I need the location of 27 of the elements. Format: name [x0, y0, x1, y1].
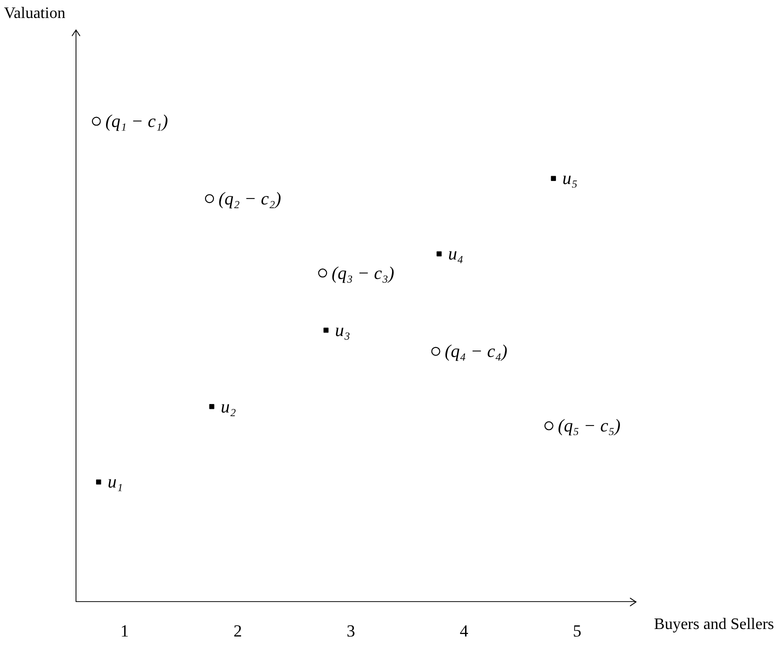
- annotation: (q₁ − c₁): [105, 111, 168, 131]
- annotation: u₃: [335, 320, 350, 340]
- x-tick-label: 3: [346, 621, 356, 640]
- annotation: u₂: [220, 396, 236, 416]
- annotation: (q₅ − c₅): [558, 416, 621, 436]
- x-tick-label: 5: [572, 621, 582, 640]
- x-tick-label: 2: [234, 621, 242, 640]
- point: [318, 268, 328, 278]
- annotation: u₄: [448, 244, 464, 264]
- point: [324, 328, 329, 333]
- point: [209, 404, 214, 410]
- point: [431, 346, 440, 356]
- point: [550, 176, 556, 181]
- x-axis-title: Buyers and Sellers: [654, 616, 774, 633]
- point: [96, 479, 102, 485]
- point: [92, 116, 101, 126]
- annotation: (q₄ − c₄): [444, 341, 508, 362]
- point: [544, 421, 554, 430]
- point: [436, 251, 442, 256]
- annotation: (q₂ − c₂): [218, 188, 282, 208]
- point: [204, 194, 214, 204]
- annotation: (q₃ − c₃): [332, 262, 394, 283]
- x-tick-label: 1: [120, 621, 129, 640]
- text: Valuation: [4, 5, 66, 22]
- annotation: u₅: [562, 168, 578, 188]
- x-tick-label: 4: [460, 621, 469, 640]
- annotation: u₁: [108, 472, 123, 492]
